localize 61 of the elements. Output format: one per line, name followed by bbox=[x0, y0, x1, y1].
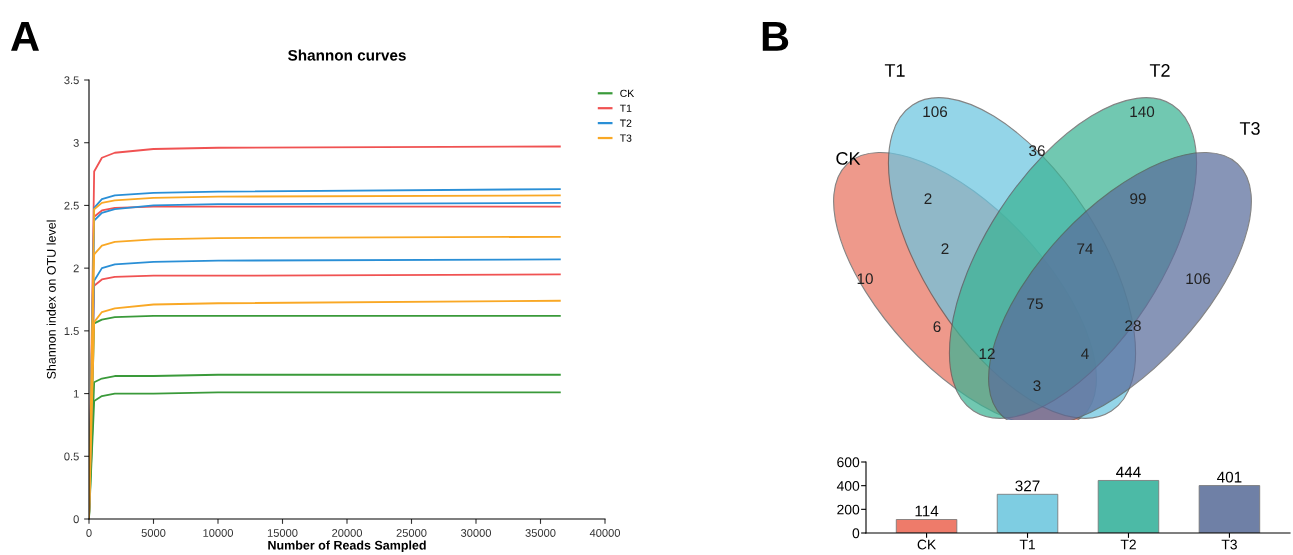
legend-label: T1 bbox=[619, 104, 632, 112]
category-label: T2 bbox=[1149, 64, 1170, 77]
x-tick-label: 15000 bbox=[267, 529, 298, 537]
text: 140 bbox=[1130, 106, 1155, 118]
line-series bbox=[93, 205, 561, 218]
y-tick-label: 1 bbox=[73, 389, 79, 398]
x-tick-label: T1 bbox=[1019, 539, 1035, 550]
text: 74 bbox=[1077, 243, 1094, 254]
bar bbox=[1097, 480, 1160, 533]
x-tick-label: 10000 bbox=[203, 529, 234, 537]
bar bbox=[996, 493, 1059, 533]
x-tick-label: T3 bbox=[1221, 539, 1237, 550]
category-label: T1 bbox=[884, 64, 905, 77]
data-label: 401 bbox=[1217, 471, 1242, 483]
category-label: CK bbox=[836, 152, 861, 165]
y-tick-label: 0.5 bbox=[64, 452, 79, 461]
bar bbox=[895, 519, 958, 533]
text: 36 bbox=[1029, 145, 1045, 157]
text: A bbox=[11, 22, 39, 51]
y-tick-label: 0 bbox=[73, 515, 79, 524]
x-tick-label: 40000 bbox=[589, 529, 621, 537]
x-tick-label: 20000 bbox=[332, 529, 363, 537]
text: 4 bbox=[1081, 348, 1089, 359]
text: 99 bbox=[1130, 193, 1146, 205]
text: 75 bbox=[1027, 298, 1043, 310]
text: 12 bbox=[979, 348, 995, 359]
y-tick-label: 3 bbox=[73, 138, 79, 147]
data-label: 327 bbox=[1015, 480, 1040, 492]
x-tick-label: CK bbox=[917, 539, 937, 550]
text: 6 bbox=[933, 321, 941, 333]
x-tick-label: 5000 bbox=[141, 529, 166, 537]
text: 2 bbox=[941, 243, 949, 254]
category-label: T3 bbox=[1239, 122, 1260, 135]
y-tick-label: 200 bbox=[837, 504, 860, 515]
y-tick-label: 2.5 bbox=[64, 201, 79, 210]
data-label: 114 bbox=[915, 505, 939, 517]
x-tick-label: 30000 bbox=[460, 529, 492, 537]
y-tick-label: 3.5 bbox=[64, 76, 79, 85]
text: 106 bbox=[923, 106, 948, 118]
y-tick-label: 2 bbox=[73, 264, 79, 273]
text: 28 bbox=[1125, 320, 1141, 332]
text: B bbox=[762, 22, 789, 51]
y-tick-label: 400 bbox=[836, 481, 860, 491]
x-tick-label: 25000 bbox=[396, 529, 427, 537]
bar bbox=[1198, 485, 1261, 533]
chart-title: Shannon curves bbox=[288, 49, 406, 61]
text: 3 bbox=[1033, 380, 1041, 392]
legend-label: T3 bbox=[619, 134, 632, 142]
x-tick-label: 0 bbox=[86, 529, 92, 537]
x-axis-title: Number of Reads Sampled bbox=[268, 540, 426, 553]
text: 106 bbox=[1186, 273, 1211, 285]
text: 10 bbox=[857, 273, 873, 285]
data-label: 444 bbox=[1116, 466, 1141, 478]
legend-label: T2 bbox=[619, 119, 632, 127]
x-tick-label: 35000 bbox=[525, 529, 556, 537]
y-axis-title: Shannon index on OTU level bbox=[46, 220, 56, 379]
y-tick-label: 600 bbox=[837, 457, 860, 468]
y-tick-label: 1.5 bbox=[64, 327, 79, 335]
x-tick-label: T2 bbox=[1120, 539, 1136, 550]
legend-label: CK bbox=[620, 89, 635, 98]
text: 2 bbox=[924, 193, 932, 204]
